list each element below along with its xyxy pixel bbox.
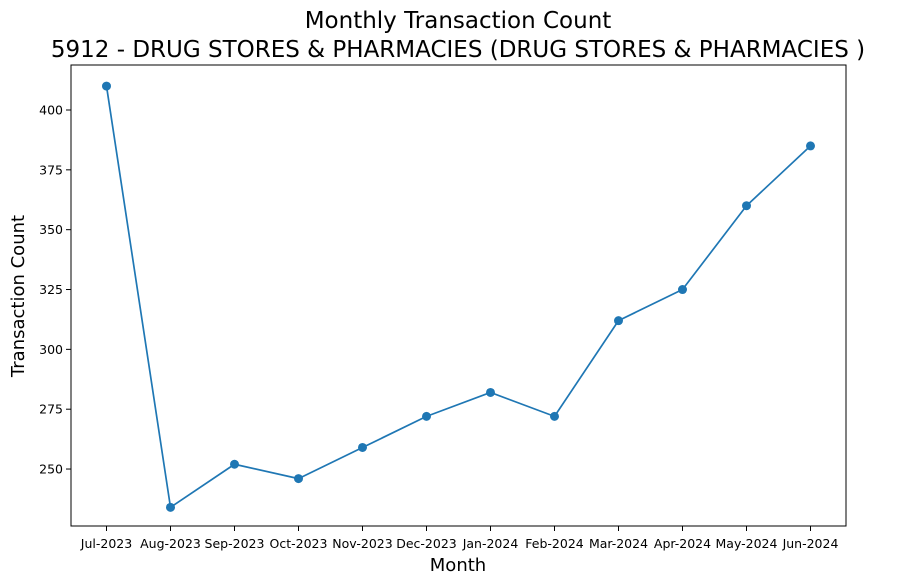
data-point (102, 81, 111, 91)
x-tick-label: May-2024 (716, 536, 778, 551)
y-tick-label: 250 (39, 462, 63, 477)
data-point (422, 411, 431, 421)
y-axis: 250 275 300 325 350 375 400 (39, 102, 71, 477)
x-tick-label: Sep-2023 (205, 536, 265, 551)
y-tick-label: 400 (39, 102, 63, 117)
y-tick-label: 300 (39, 342, 63, 357)
chart-subtitle: 5912 - DRUG STORES & PHARMACIES (DRUG ST… (51, 37, 865, 63)
x-tick-label: Jul-2023 (80, 536, 132, 551)
x-tick-label: Jan-2024 (462, 536, 519, 551)
series-line (105, 85, 812, 509)
x-tick-label: Nov-2023 (332, 536, 392, 551)
data-point (806, 141, 815, 151)
x-tick-label: Jun-2024 (782, 536, 839, 551)
data-point (614, 316, 623, 326)
y-tick-label: 375 (39, 162, 63, 177)
data-point (550, 411, 559, 421)
x-tick-label: Mar-2024 (589, 536, 648, 551)
x-tick-label: Oct-2023 (270, 536, 328, 551)
y-tick-label: 325 (39, 282, 63, 297)
x-tick-label: Aug-2023 (140, 536, 201, 551)
x-tick-label: Feb-2024 (525, 536, 584, 551)
data-point (166, 502, 175, 512)
y-tick-label: 350 (39, 222, 63, 237)
data-point (230, 459, 239, 469)
series-layer (102, 81, 815, 512)
data-point (486, 387, 495, 397)
x-axis: Jul-2023 Aug-2023 Sep-2023 Oct-2023 Nov-2023… (80, 526, 839, 551)
data-point (742, 201, 751, 211)
x-tick-label: Apr-2024 (654, 536, 711, 551)
x-axis-label: Month (430, 555, 486, 576)
data-point (294, 474, 303, 484)
data-point (358, 442, 367, 452)
y-tick-label: 275 (39, 402, 63, 417)
y-axis-label: Transaction Count (8, 215, 29, 378)
data-point (678, 285, 687, 295)
chart-title: Monthly Transaction Count (305, 8, 612, 34)
x-tick-label: Dec-2023 (396, 536, 457, 551)
plot-area-frame (70, 64, 847, 527)
